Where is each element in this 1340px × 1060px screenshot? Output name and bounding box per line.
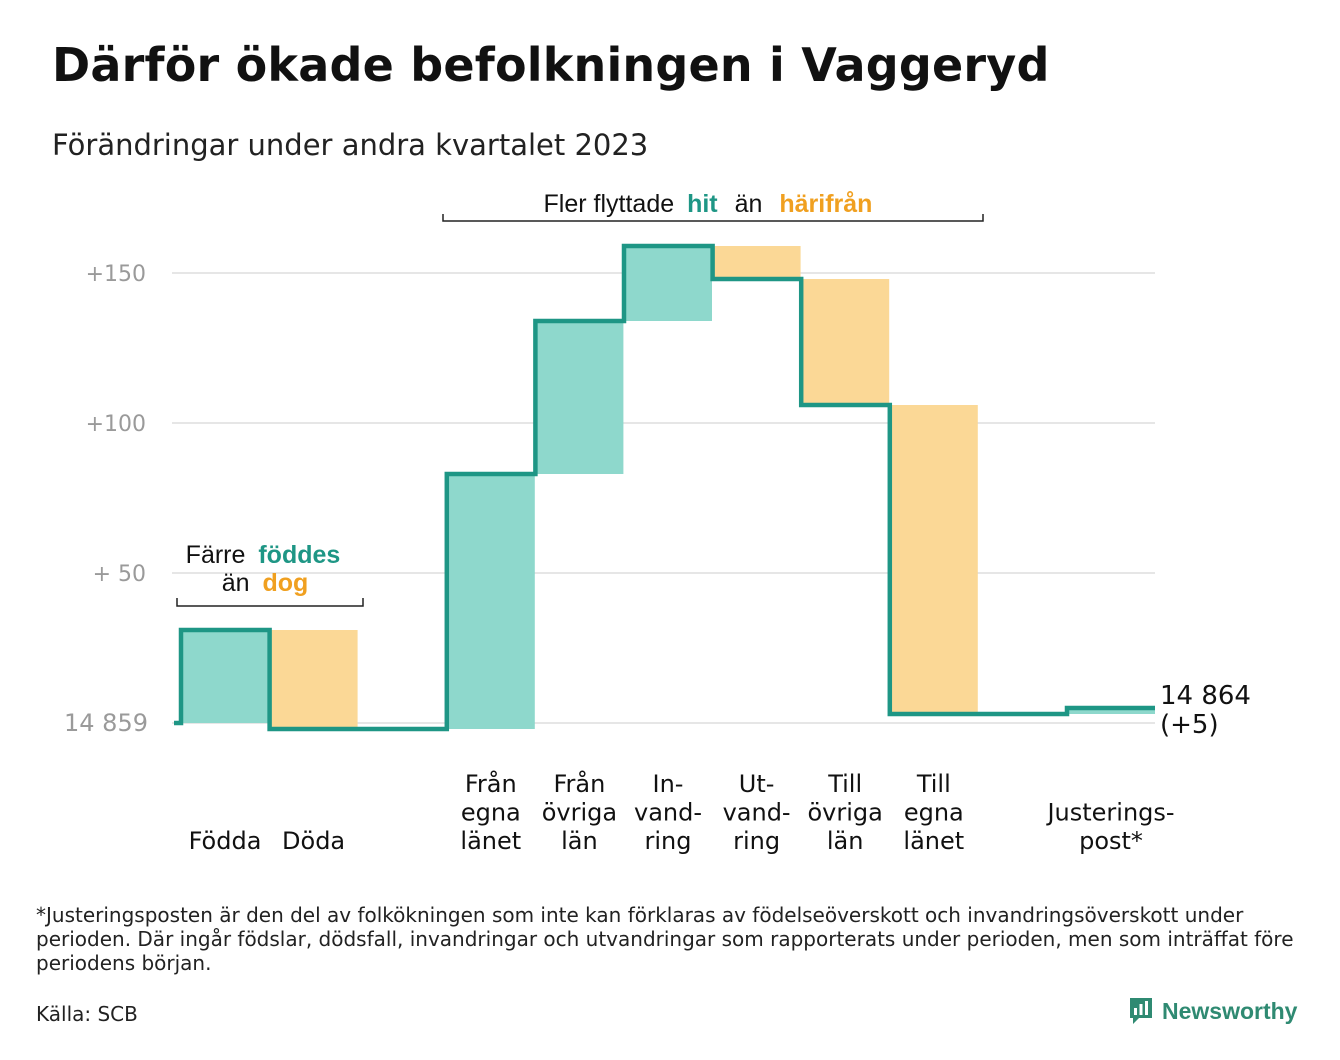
migration-annotation-line: Fler flyttade hit än härifrån	[544, 190, 873, 218]
category-label: övriga	[542, 799, 617, 827]
brand-name: Newsworthy	[1162, 997, 1298, 1024]
category-label: län	[827, 827, 864, 855]
category-label: egna	[461, 799, 521, 827]
migration-annotation-prefix: Fler flyttade	[544, 190, 675, 218]
category-label: Justerings-	[1045, 799, 1174, 827]
migration-annotation: Fler flyttade hit än härifrån	[442, 190, 984, 222]
chart-title: Därför ökade befolkningen i Vaggeryd	[52, 38, 1050, 92]
category-label: Från	[465, 769, 517, 798]
waterfall-bar	[712, 246, 801, 279]
end-change-label: (+5)	[1160, 710, 1219, 740]
y-tick-label: 14 859	[64, 709, 148, 737]
waterfall-bar	[889, 405, 978, 714]
waterfall-bar	[446, 474, 535, 729]
migration-annotation-orange: härifrån	[779, 190, 872, 218]
migration-annotation-teal: hit	[687, 190, 718, 218]
category-label: Till	[827, 770, 862, 798]
category-label: Till	[916, 770, 951, 798]
waterfall-bar	[535, 321, 624, 474]
birth-annotation-orange: dog	[262, 569, 308, 597]
category-label: egna	[904, 799, 964, 827]
category-label: vand-	[634, 799, 702, 827]
category-label: Ut-	[739, 770, 775, 798]
category-label: In-	[653, 770, 684, 798]
cumulative-step-line	[174, 243, 1155, 732]
birth-bracket	[176, 598, 364, 607]
birth-annotation-line2: än dog	[222, 569, 309, 597]
chart-subtitle: Förändringar under andra kvartalet 2023	[52, 128, 649, 162]
step-line-layer	[174, 243, 1155, 732]
category-label: övriga	[808, 799, 883, 827]
category-label: Döda	[282, 827, 345, 855]
end-value-label: 14 864	[1160, 681, 1251, 711]
category-label: Födda	[189, 827, 262, 855]
birth-annotation-teal: föddes	[258, 541, 340, 569]
bar-chart-speech-bubble-icon	[1130, 998, 1152, 1024]
brand-logo: Newsworthy	[1128, 996, 1297, 1026]
birth-annotation-line2-prefix: än	[222, 569, 250, 597]
waterfall-bar	[269, 630, 358, 729]
birth-annotation: Färre föddes än dog	[176, 541, 364, 607]
footnote: *Justeringsposten är den del av folkökni…	[36, 903, 1294, 975]
birth-annotation-line1: Färre föddes	[186, 541, 341, 569]
category-label: ring	[645, 827, 692, 855]
waterfall-bar	[624, 246, 712, 321]
migration-annotation-middle: än	[735, 190, 763, 218]
category-label: länet	[903, 827, 964, 855]
category-label: post*	[1079, 827, 1143, 855]
category-label: länet	[460, 827, 521, 855]
y-tick-label: + 50	[93, 562, 146, 587]
y-tick-label: +150	[86, 262, 146, 287]
source-note: Källa: SCB	[36, 1002, 138, 1026]
category-label: vand-	[723, 799, 791, 827]
waterfall-bar	[1067, 708, 1155, 714]
waterfall-bar	[801, 279, 890, 405]
category-label: ring	[733, 827, 780, 855]
category-label: län	[561, 827, 598, 855]
migration-bracket	[442, 214, 984, 222]
y-tick-label: +100	[86, 412, 146, 437]
birth-annotation-prefix: Färre	[186, 541, 246, 569]
waterfall-bar	[181, 630, 269, 723]
bars	[181, 246, 1155, 729]
category-label: Från	[553, 769, 605, 798]
